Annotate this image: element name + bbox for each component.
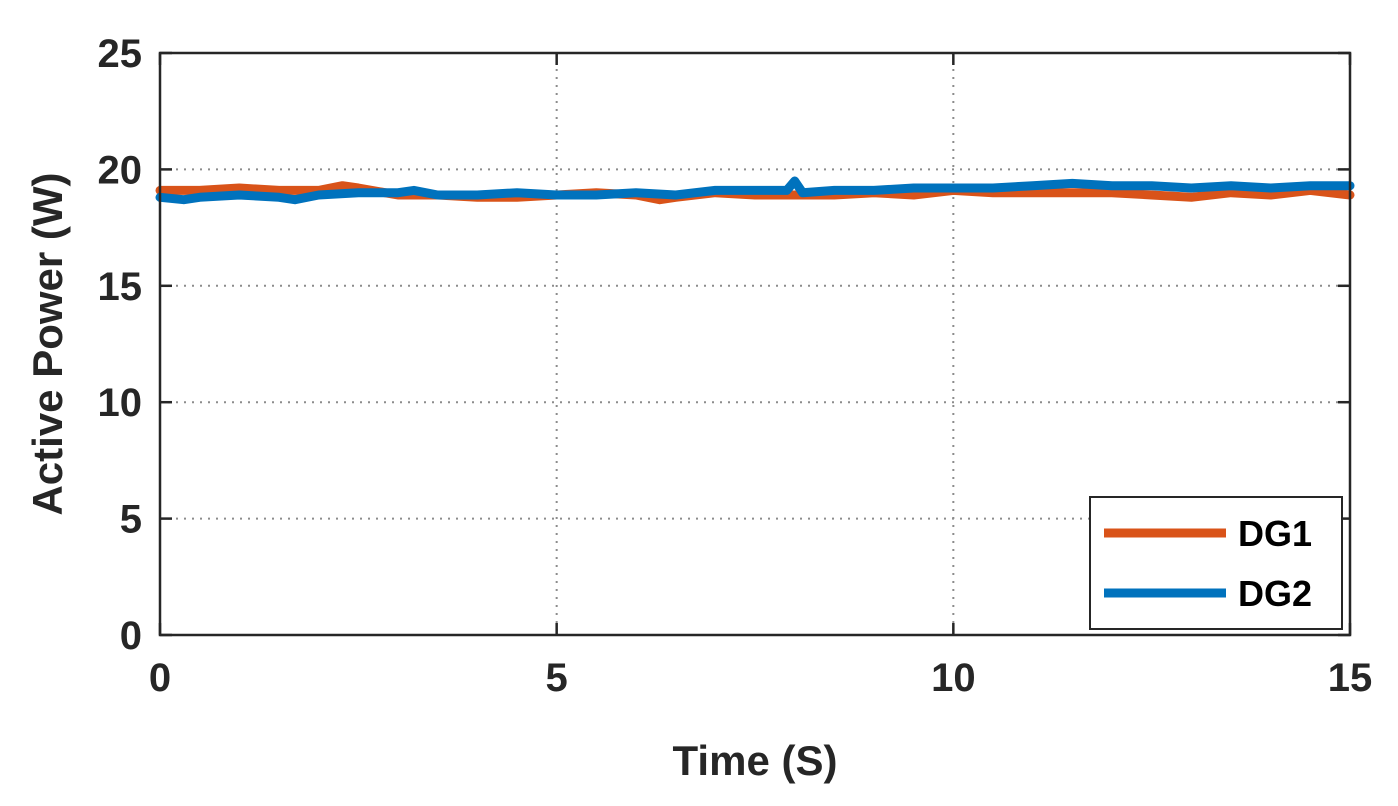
grid-lines	[160, 53, 1350, 635]
legend-label-dg2: DG2	[1238, 573, 1312, 614]
y-tick-label: 5	[120, 498, 142, 542]
series-line-dg2	[155, 176, 1355, 205]
y-tick-label: 25	[98, 32, 143, 76]
x-tick-label: 10	[931, 656, 976, 700]
series-layer	[155, 176, 1355, 205]
x-tick-label: 15	[1328, 656, 1373, 700]
axis-ticks: 0 5 10 15 0 5 10 15 20 25	[98, 32, 1373, 700]
y-tick-label: 0	[120, 614, 142, 658]
plot-frame	[158, 51, 1352, 637]
x-axis-label: Time (S)	[673, 737, 838, 784]
y-tick-label: 15	[98, 265, 143, 309]
y-axis-label: Active Power (W)	[24, 172, 71, 515]
legend-box	[1089, 496, 1343, 630]
y-tick-label: 20	[98, 148, 143, 192]
x-tick-label: 5	[546, 656, 568, 700]
x-tick-label: 0	[149, 656, 171, 700]
legend-label-dg1: DG1	[1238, 513, 1312, 554]
y-tick-label: 10	[98, 381, 143, 425]
